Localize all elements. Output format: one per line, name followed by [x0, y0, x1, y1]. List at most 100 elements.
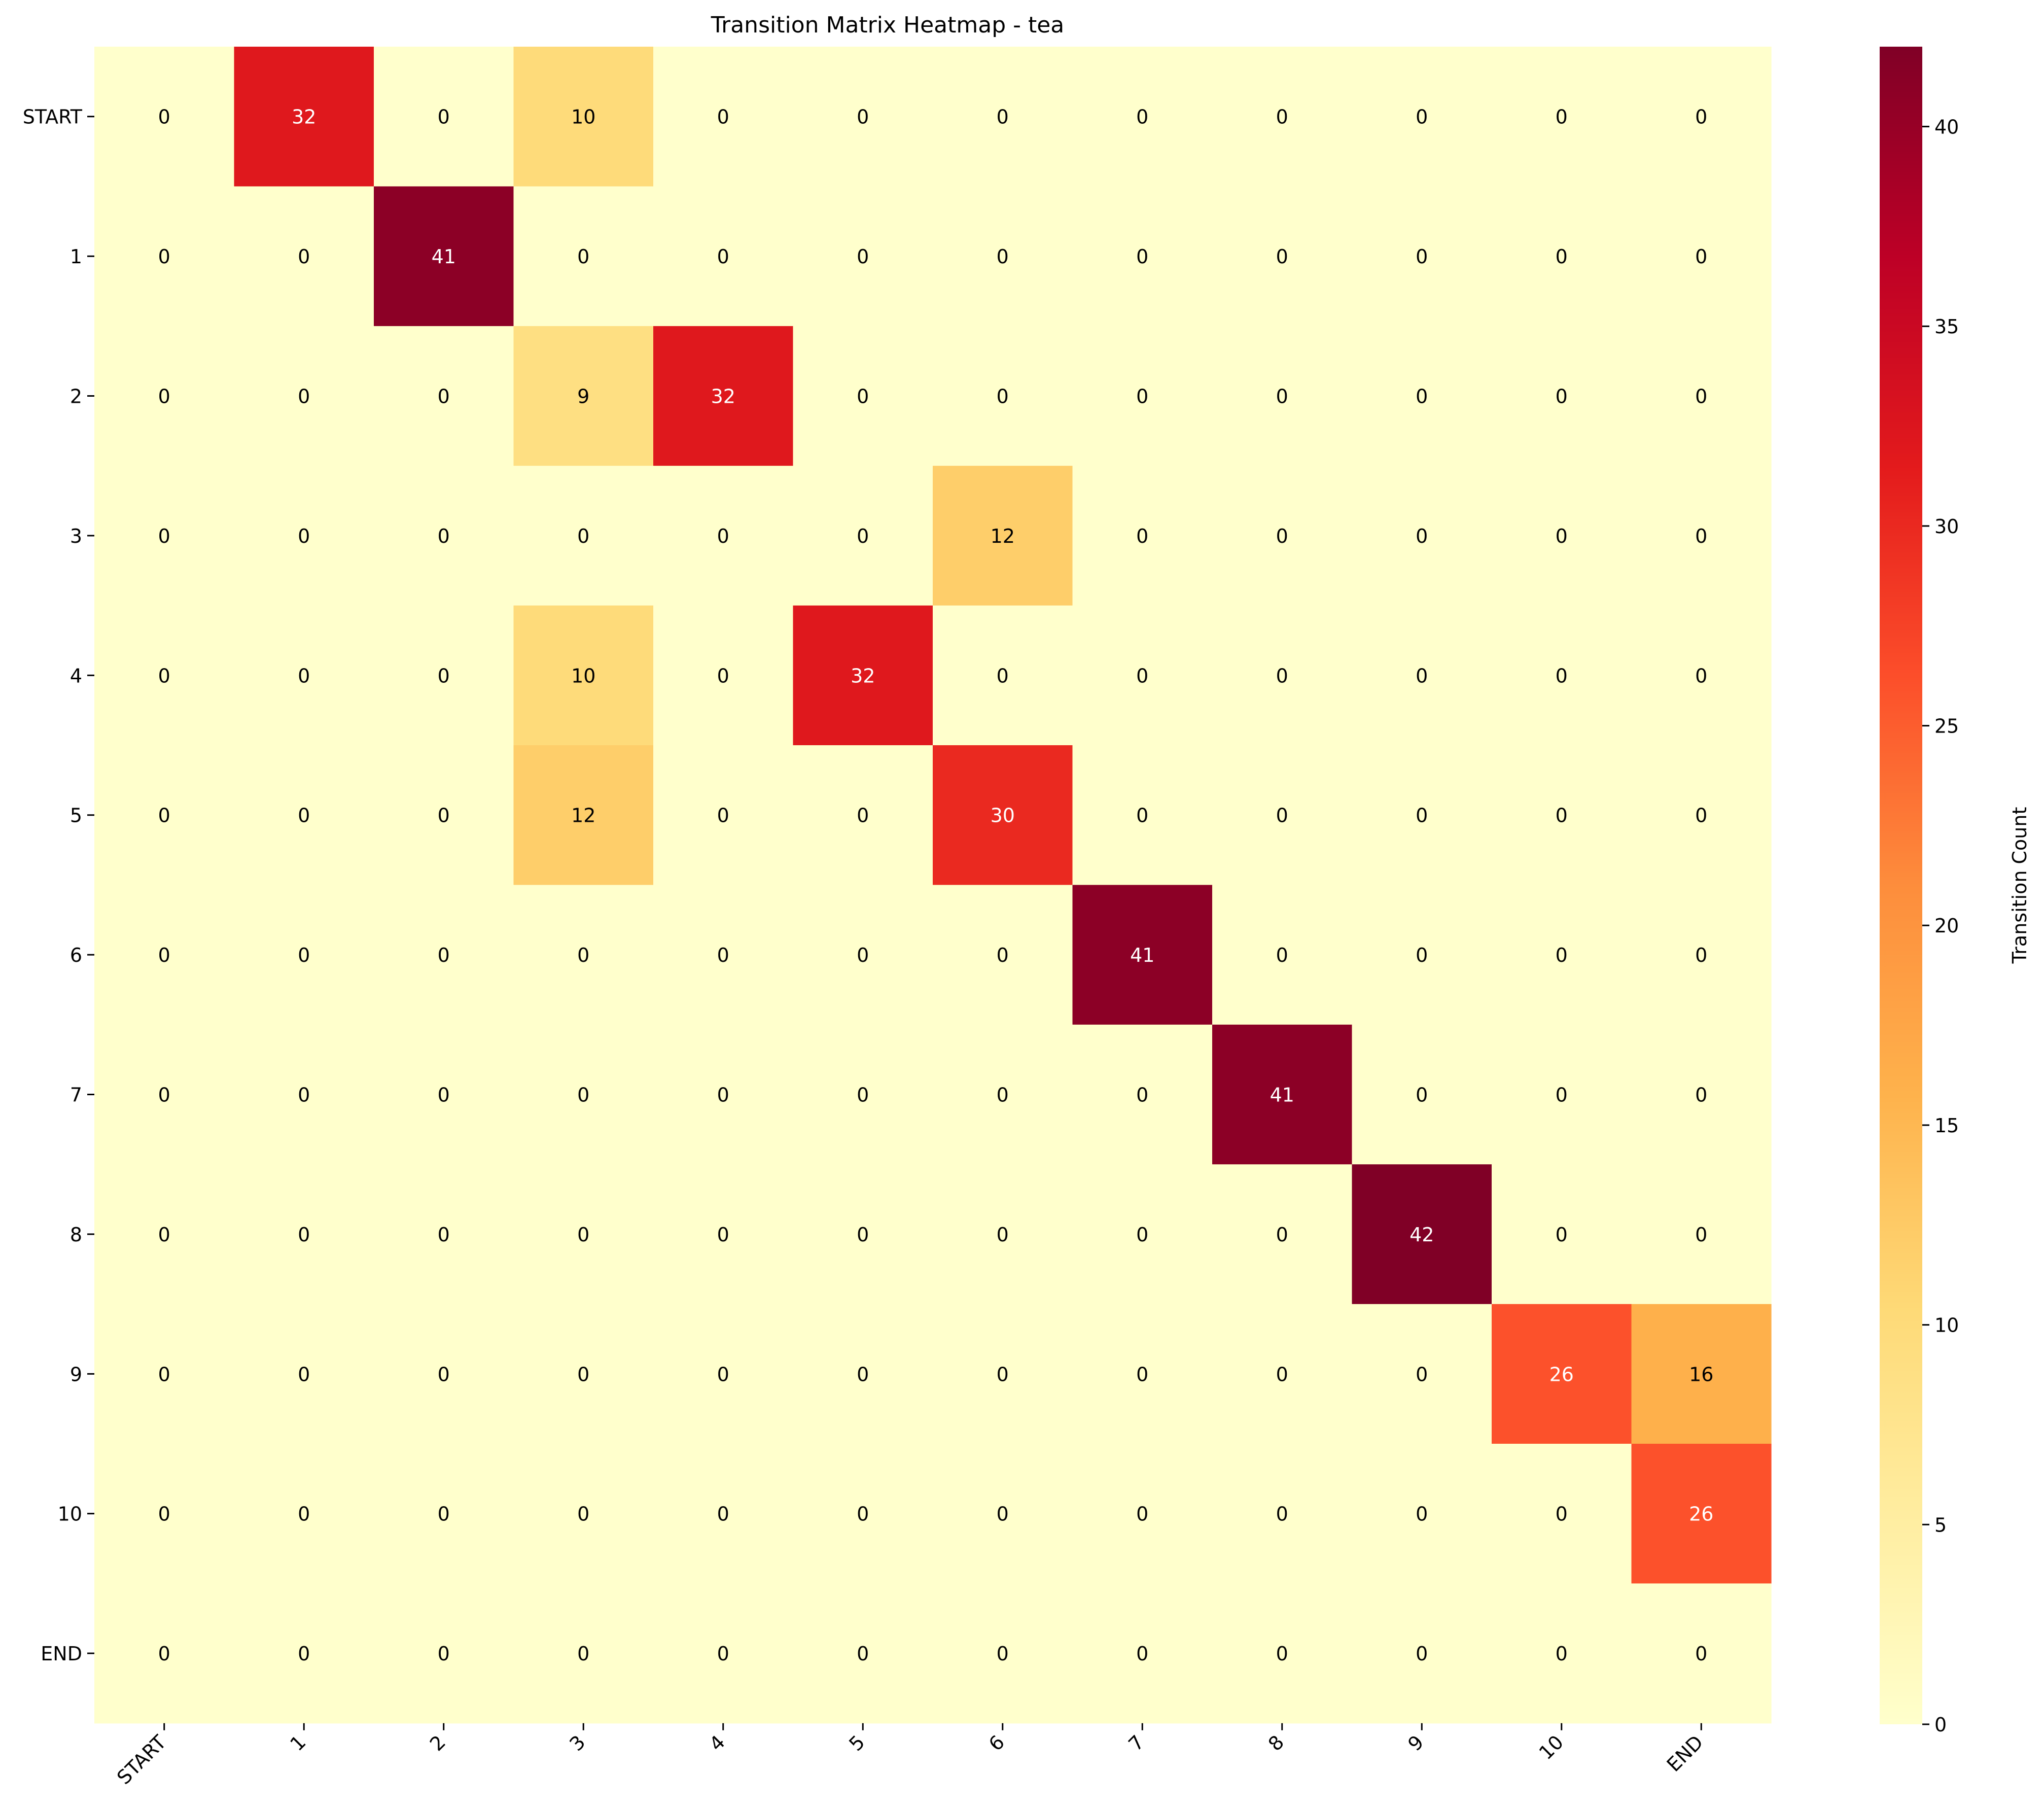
colorbar-tick-label: 0 [1934, 1714, 1947, 1736]
cell-value-label: 0 [158, 525, 170, 547]
cell-value-label: 0 [1695, 1643, 1707, 1665]
cell-value-label: 0 [158, 106, 170, 128]
heatmap-cell [933, 186, 1073, 327]
heatmap-cell [653, 1583, 794, 1724]
heatmap-cell [374, 466, 514, 606]
heatmap-cell [1072, 326, 1213, 466]
cell-value-label: 0 [438, 1224, 450, 1246]
cell-value-label: 0 [1136, 1224, 1148, 1246]
cell-value-label: 0 [298, 1084, 310, 1106]
heatmap-cell [1072, 186, 1213, 327]
cell-value-label: 0 [298, 1643, 310, 1665]
cell-value-label: 0 [1556, 386, 1568, 408]
cell-value-label: 0 [298, 805, 310, 827]
cell-value-label: 0 [158, 1363, 170, 1385]
heatmap-cell [1631, 326, 1772, 466]
heatmap-cell [653, 1164, 794, 1305]
heatmap-cell [793, 745, 933, 885]
heatmap-cell [653, 1444, 794, 1584]
heatmap-cell [1352, 1444, 1492, 1584]
cell-value-label: 0 [1556, 246, 1568, 268]
heatmap-cell [94, 1304, 235, 1444]
heatmap-cell [1212, 1164, 1353, 1305]
cell-value-label: 0 [577, 1224, 589, 1246]
heatmap-cell [793, 1304, 933, 1444]
cell-value-label: 16 [1689, 1363, 1713, 1385]
heatmap-cell [1072, 605, 1213, 746]
cell-value-label: 0 [438, 386, 450, 408]
heatmap-cell [653, 1024, 794, 1165]
cell-value-label: 0 [1136, 1643, 1148, 1665]
cell-value-label: 30 [991, 805, 1015, 827]
cell-value-label: 42 [1409, 1224, 1434, 1246]
x-tick-label: 2 [426, 1731, 450, 1755]
cell-value-label: 0 [438, 665, 450, 687]
cell-value-label: 0 [1416, 246, 1428, 268]
cell-value-label: 0 [717, 1084, 729, 1106]
cell-value-label: 0 [438, 1084, 450, 1106]
cell-value-label: 0 [298, 1363, 310, 1385]
heatmap-cell [1492, 186, 1632, 327]
y-axis: START 1 2 3 4 5 6 7 8 9 10 END [23, 106, 94, 1665]
heatmap-cell [513, 466, 654, 606]
cell-value-label: 0 [438, 106, 450, 128]
cell-value-label: 0 [1276, 944, 1288, 966]
heatmap-cell [513, 1304, 654, 1444]
x-tick-label: START [113, 1730, 171, 1789]
cell-value-label: 0 [577, 246, 589, 268]
cell-value-label: 0 [857, 246, 869, 268]
heatmap-cell [793, 1164, 933, 1305]
cell-value-label: 0 [717, 246, 729, 268]
cell-value-label: 0 [438, 1363, 450, 1385]
heatmap-cell [793, 605, 933, 746]
heatmap-cell [94, 745, 235, 885]
heatmap-cell [1352, 1304, 1492, 1444]
heatmap-cell [234, 1304, 374, 1444]
heatmap-cell [1352, 885, 1492, 1025]
cell-value-label: 0 [1416, 1084, 1428, 1106]
cell-value-label: 0 [717, 106, 729, 128]
heatmap-cell [1072, 1444, 1213, 1584]
chart-title: Transition Matrix Heatmap - tea [711, 12, 1065, 38]
cell-value-label: 0 [717, 525, 729, 547]
heatmap-cell [793, 466, 933, 606]
heatmap-cell [1631, 885, 1772, 1025]
cell-value-label: 0 [717, 665, 729, 687]
heatmap-cell [1072, 1583, 1213, 1724]
heatmap-cell [1352, 605, 1492, 746]
cell-value-label: 0 [1276, 1643, 1288, 1665]
heatmap-cell [1631, 1024, 1772, 1165]
heatmap-cell [234, 186, 374, 327]
y-tick-label: 3 [70, 525, 82, 547]
cell-value-label: 0 [438, 1503, 450, 1525]
heatmap-cell [374, 47, 514, 187]
cell-value-label: 26 [1689, 1503, 1713, 1525]
heatmap-cell [1492, 605, 1632, 746]
heatmap-cell [933, 605, 1073, 746]
cell-value-label: 0 [298, 1224, 310, 1246]
cell-value-label: 32 [711, 386, 735, 408]
heatmap-cell [653, 745, 794, 885]
cell-value-label: 0 [1416, 1643, 1428, 1665]
heatmap-cell [1212, 326, 1353, 466]
cell-value-label: 0 [1556, 805, 1568, 827]
heatmap-cell [374, 605, 514, 746]
cell-annotations: 0 32 0 10 0 0 0 0 0 0 0 0 0 0 41 0 0 0 0 0 0 0 0 0 0 0 0 9 32 0 0 0 0 0 0 0… [158, 106, 1714, 1665]
heatmap-cell [1072, 1024, 1213, 1165]
cell-value-label: 0 [997, 106, 1009, 128]
heatmap-cell [374, 745, 514, 885]
cell-value-label: 0 [857, 1503, 869, 1525]
x-tick-label: 5 [844, 1731, 869, 1755]
heatmap-cell [933, 47, 1073, 187]
cell-value-label: 0 [298, 525, 310, 547]
colorbar-tick-label: 30 [1934, 515, 1959, 538]
cell-value-label: 0 [1695, 525, 1707, 547]
heatmap-cell [374, 1304, 514, 1444]
cell-value-label: 0 [1136, 246, 1148, 268]
heatmap-cell [234, 1164, 374, 1305]
cell-value-label: 0 [438, 1643, 450, 1665]
colorbar-label: Transition Count [2008, 807, 2031, 964]
cell-value-label: 0 [1136, 106, 1148, 128]
cell-value-label: 0 [717, 1503, 729, 1525]
heatmap-cell [513, 47, 654, 187]
